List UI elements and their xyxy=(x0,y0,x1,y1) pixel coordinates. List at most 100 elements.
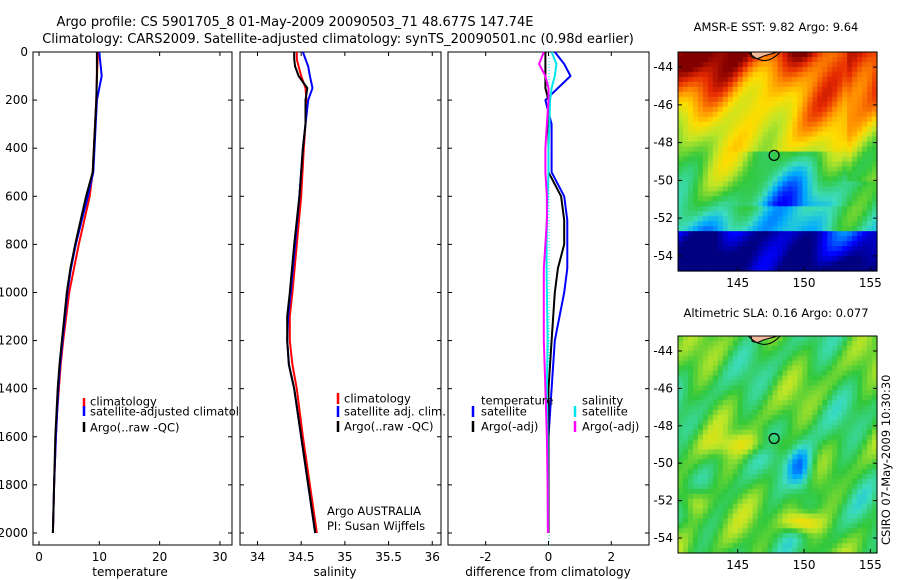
heat-cell xyxy=(797,81,803,88)
heat-cell xyxy=(717,508,724,515)
heat-cell xyxy=(772,101,779,108)
heat-cell xyxy=(722,385,729,391)
heat-cell xyxy=(827,518,833,525)
heat-cell xyxy=(767,508,774,515)
heat-cell xyxy=(862,355,868,362)
heat-cell xyxy=(787,380,794,386)
heat-cell xyxy=(802,176,808,183)
heat-cell xyxy=(847,493,853,500)
heat-cell xyxy=(717,479,724,485)
heat-cell xyxy=(747,191,754,197)
heat-cell xyxy=(807,91,813,98)
heat-cell xyxy=(702,469,709,475)
heat-cell xyxy=(822,513,828,520)
heat-cell xyxy=(842,181,848,187)
heat-cell xyxy=(822,151,828,158)
heat-cell xyxy=(678,266,684,272)
heat-cell xyxy=(787,86,794,93)
heat-cell xyxy=(817,479,823,485)
heat-cell xyxy=(752,454,759,460)
heat-cell xyxy=(702,429,709,436)
heat-cell xyxy=(817,513,823,520)
heat-cell xyxy=(822,493,828,500)
heat-cell xyxy=(697,538,704,544)
heat-cell xyxy=(822,459,828,465)
heat-cell xyxy=(702,111,709,118)
heat-cell xyxy=(757,488,764,495)
heat-cell xyxy=(752,266,759,272)
heat-cell xyxy=(857,538,863,544)
heat-cell xyxy=(732,340,739,347)
heat-cell xyxy=(792,390,798,396)
heat-cell xyxy=(692,370,699,377)
heat-cell xyxy=(727,370,734,377)
heat-cell xyxy=(757,444,764,451)
heat-cell xyxy=(837,126,843,133)
heat-cell xyxy=(762,513,769,520)
heat-cell xyxy=(852,400,858,406)
heat-cell xyxy=(777,196,784,202)
heat-cell xyxy=(847,454,853,460)
heat-cell xyxy=(792,256,798,262)
heat-cell xyxy=(832,231,838,237)
heat-cell xyxy=(717,181,724,187)
heat-cell xyxy=(802,146,808,153)
heat-cell xyxy=(692,350,699,357)
legend-header-salinity: salinity xyxy=(582,394,623,408)
heat-cell xyxy=(747,146,754,153)
heat-cell xyxy=(837,196,843,202)
heat-cell xyxy=(822,61,828,68)
heat-cell xyxy=(727,191,734,197)
heat-cell xyxy=(742,211,749,217)
heat-cell xyxy=(682,106,689,113)
heat-cell xyxy=(837,91,843,98)
heat-cell xyxy=(697,360,704,367)
heat-cell xyxy=(852,101,858,108)
heat-cell xyxy=(712,56,719,63)
heat-cell xyxy=(712,196,719,202)
heat-cell xyxy=(702,345,709,352)
heat-cell xyxy=(722,493,729,500)
heat-cell xyxy=(872,483,878,490)
heat-cell xyxy=(867,414,873,421)
heat-cell xyxy=(727,355,734,362)
heat-cell xyxy=(872,538,878,544)
heat-cell xyxy=(802,370,808,377)
heat-cell xyxy=(787,336,794,342)
heat-cell xyxy=(687,86,694,93)
heat-cell xyxy=(717,533,724,539)
heat-cell xyxy=(722,196,729,202)
heat-cell xyxy=(732,241,739,247)
heat-cell xyxy=(762,111,769,118)
heat-cell xyxy=(777,375,784,381)
heat-cell xyxy=(687,459,694,465)
heat-cell xyxy=(787,474,794,480)
heat-cell xyxy=(837,211,843,217)
heat-cell xyxy=(722,508,729,515)
heat-cell xyxy=(812,336,818,342)
heat-cell xyxy=(772,206,779,212)
heat-cell xyxy=(827,424,833,431)
heat-cell xyxy=(862,156,868,163)
heat-cell xyxy=(812,56,818,63)
heat-cell xyxy=(687,66,694,73)
heat-cell xyxy=(682,236,689,242)
heat-cell xyxy=(782,151,789,158)
heat-cell xyxy=(857,236,863,242)
heat-cell xyxy=(867,246,873,252)
heat-cell xyxy=(842,246,848,252)
heat-cell xyxy=(752,156,759,163)
heat-cell xyxy=(737,469,744,475)
heat-cell xyxy=(822,385,828,391)
heat-cell xyxy=(722,488,729,495)
heat-cell xyxy=(792,350,798,357)
heat-cell xyxy=(827,121,833,128)
heat-cell xyxy=(707,414,714,421)
heat-cell xyxy=(717,429,724,436)
heat-cell xyxy=(867,176,873,183)
heat-cell xyxy=(772,251,779,257)
heat-cell xyxy=(727,434,734,441)
heat-cell xyxy=(867,395,873,401)
heat-cell xyxy=(862,186,868,192)
heat-cell xyxy=(837,365,843,372)
